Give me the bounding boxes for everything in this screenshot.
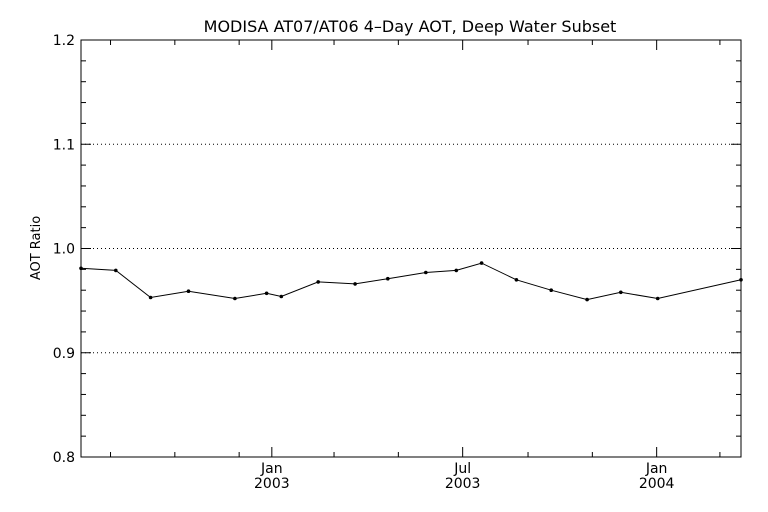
x-tick-label-month: Jul bbox=[453, 461, 471, 477]
grid-lines bbox=[81, 143, 741, 354]
data-point bbox=[186, 289, 191, 294]
data-point bbox=[514, 278, 519, 282]
series-line bbox=[79, 261, 743, 302]
series-polyline bbox=[80, 262, 742, 301]
data-point bbox=[79, 266, 83, 271]
data-point bbox=[549, 288, 553, 293]
y-tick-label: 0.8 bbox=[53, 450, 75, 466]
x-tick-label-month: Jan bbox=[645, 461, 668, 477]
data-point bbox=[148, 295, 153, 300]
y-axis-ticks: 0.8 0.9 1.0 1.1 1.2 bbox=[53, 33, 741, 466]
y-tick-label: 1.0 bbox=[53, 242, 75, 258]
data-point bbox=[619, 290, 623, 295]
chart-title: MODISA AT07/AT06 4–Day AOT, Deep Water S… bbox=[204, 17, 617, 36]
y-tick-label: 0.9 bbox=[53, 346, 75, 362]
data-point bbox=[479, 261, 484, 265]
y-tick-label: 1.2 bbox=[53, 33, 75, 49]
data-point bbox=[233, 296, 237, 301]
data-point bbox=[386, 276, 390, 281]
data-point bbox=[316, 280, 321, 284]
data-point bbox=[264, 291, 269, 296]
data-point bbox=[279, 294, 284, 299]
x-tick-label-year: 2004 bbox=[639, 476, 675, 492]
y-axis-label: AOT Ratio bbox=[29, 216, 44, 280]
data-point bbox=[739, 278, 743, 282]
x-tick-label-year: 2003 bbox=[445, 476, 481, 492]
y-tick-label: 1.1 bbox=[53, 137, 75, 153]
x-tick-label-year: 2003 bbox=[254, 476, 290, 492]
x-tick-label-month: Jan bbox=[260, 461, 283, 477]
data-point bbox=[585, 297, 589, 302]
data-point bbox=[114, 268, 118, 273]
data-point bbox=[353, 282, 357, 286]
data-point bbox=[454, 268, 459, 273]
data-point bbox=[655, 296, 660, 301]
data-point bbox=[424, 270, 428, 275]
plot-frame bbox=[80, 39, 742, 458]
